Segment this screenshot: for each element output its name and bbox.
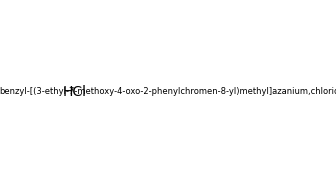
Text: HCl: HCl [63, 85, 87, 99]
Text: benzyl-[(3-ethyl-7-methoxy-4-oxo-2-phenylchromen-8-yl)methyl]azanium,chloride: benzyl-[(3-ethyl-7-methoxy-4-oxo-2-pheny… [0, 87, 336, 96]
